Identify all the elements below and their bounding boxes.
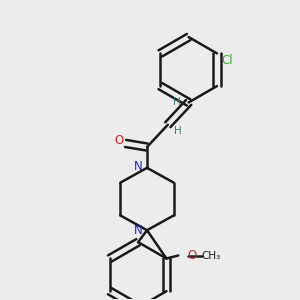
Text: Cl: Cl [221, 54, 233, 67]
Text: N: N [134, 224, 143, 237]
Text: N: N [134, 160, 143, 173]
Text: CH₃: CH₃ [201, 250, 220, 260]
Text: O: O [188, 249, 197, 262]
Text: O: O [115, 134, 124, 147]
Text: H: H [173, 97, 181, 107]
Text: H: H [174, 126, 182, 136]
